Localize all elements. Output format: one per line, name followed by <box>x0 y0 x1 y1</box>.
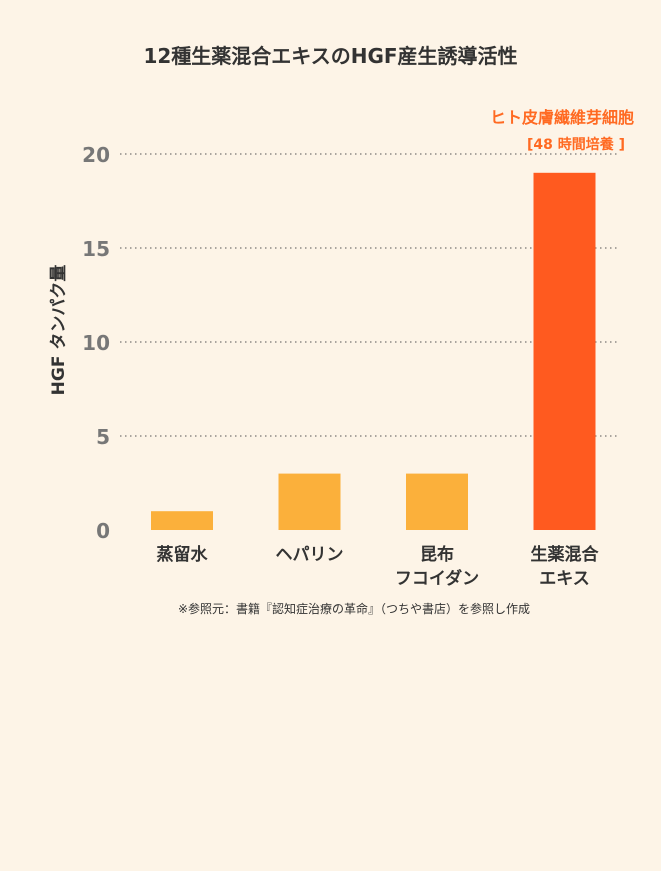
x-tick-label: エキス <box>539 569 590 589</box>
y-axis-label: HGF タンパク量 <box>48 265 69 396</box>
y-tick-label: 10 <box>82 331 110 355</box>
y-tick-label: 5 <box>96 425 110 449</box>
y-tick-label: 20 <box>82 143 110 167</box>
y-tick-label: 15 <box>82 237 110 261</box>
bar <box>278 473 341 530</box>
x-tick-label: フコイダン <box>395 568 479 589</box>
bar <box>151 511 213 530</box>
chart-annotation-culture-time: [48 時間培養 ] <box>526 137 625 153</box>
x-tick-label: 昆布 <box>420 544 454 565</box>
x-tick-label: ヘパリン <box>276 545 344 565</box>
bars <box>151 172 596 531</box>
chart-title: 12種生薬混合エキスのHGF産生誘導活性 <box>143 44 518 68</box>
chart-annotation-cell-type: ヒト皮膚繊維芽細胞 <box>489 108 634 127</box>
source-footnote: ※参照元：書籍『認知症治療の革命』（つちや書店）を参照し作成 <box>178 602 531 616</box>
x-tick-label: 蒸留水 <box>157 544 209 565</box>
bar <box>406 473 468 530</box>
y-tick-label: 0 <box>96 519 110 543</box>
y-tick-labels: 0 5 10 15 20 <box>82 143 110 543</box>
gridlines <box>120 153 620 437</box>
bar <box>533 172 596 531</box>
x-tick-label: 生薬混合 <box>531 544 600 565</box>
